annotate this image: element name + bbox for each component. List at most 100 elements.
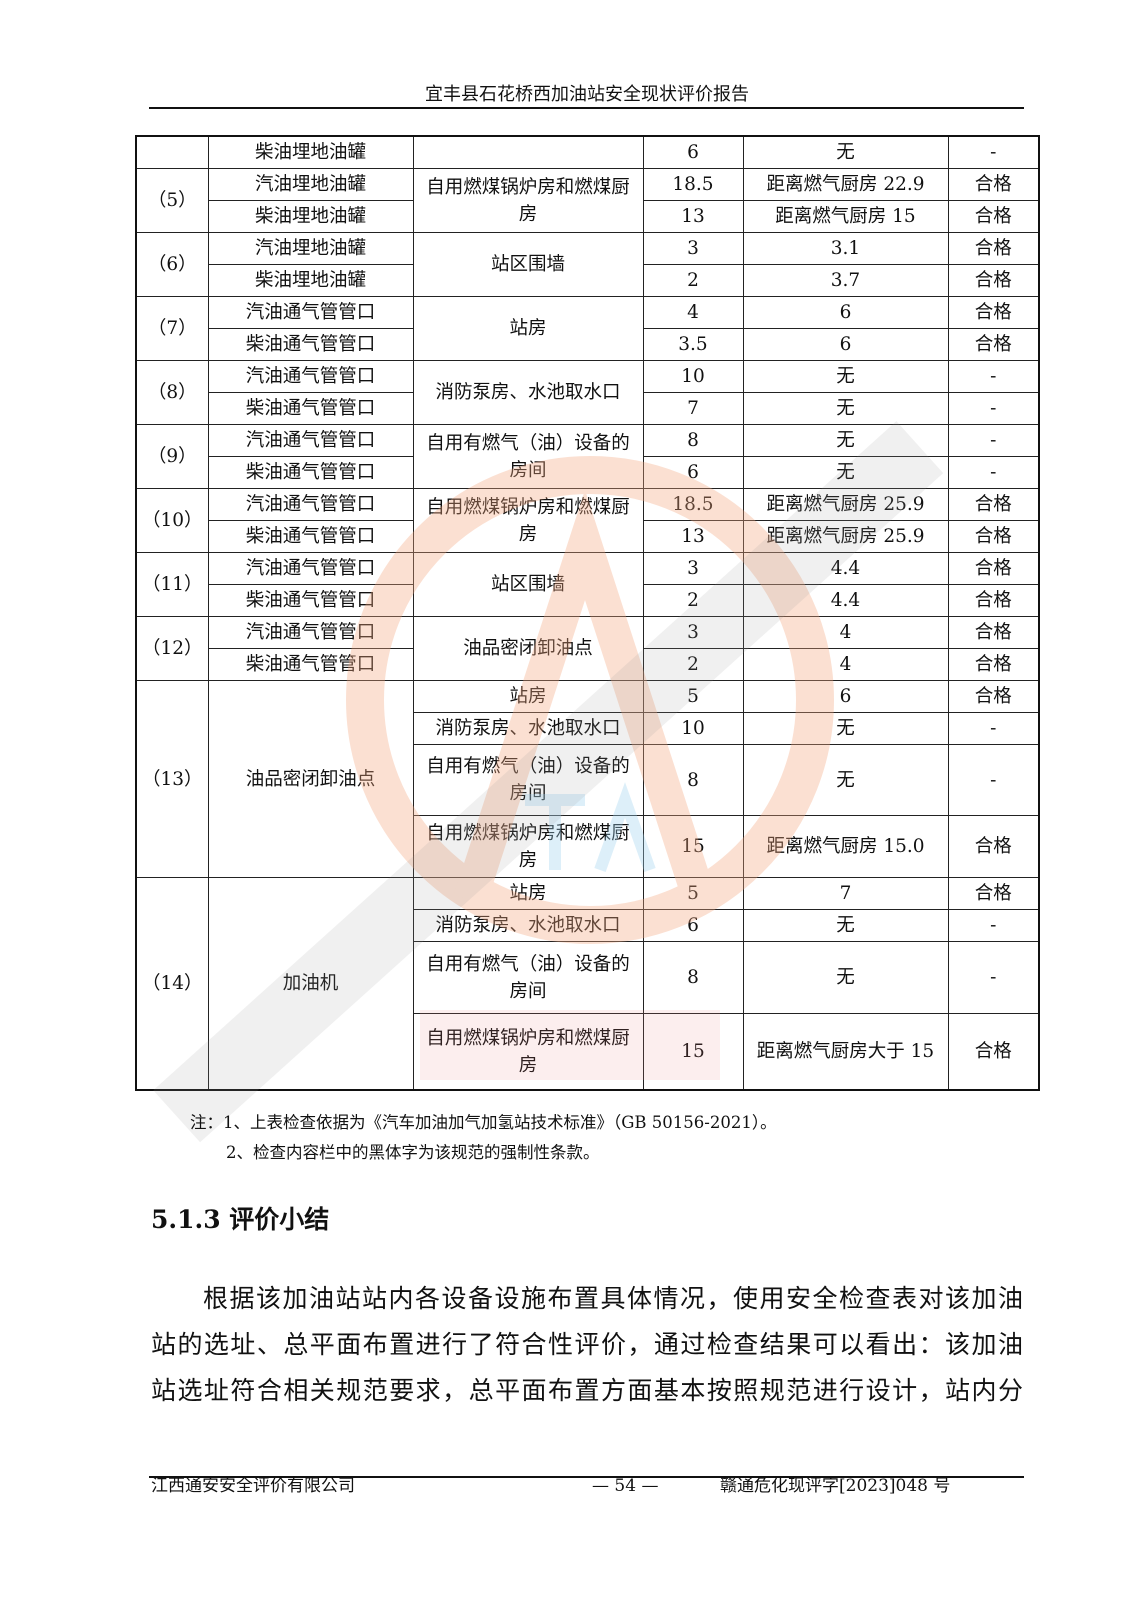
page-header-title: 宜丰县石花桥西加油站安全现状评价报告: [425, 84, 749, 105]
table-cell: 消防泵房、水池取水口: [412, 909, 644, 942]
table-cell: 15: [642, 815, 744, 878]
table-cell: 站房: [412, 680, 644, 713]
table-cell: （12）: [135, 616, 209, 681]
note-2: 2、检查内容栏中的黑体字为该规范的强制性条款。: [226, 1143, 600, 1162]
table-cell: 18.5: [642, 488, 744, 521]
table-cell: 柴油埋地油罐: [207, 200, 414, 233]
header-divider: [149, 107, 1024, 109]
table-cell: 3.7: [742, 264, 949, 297]
table-cell: 柴油埋地油罐: [207, 135, 414, 169]
table-row: 柴油通气管管口 6 无 -: [136, 456, 1040, 489]
table-cell: （5）: [135, 168, 209, 233]
table-row: 自用有燃气（油）设备的房间 8 无 -: [136, 941, 1040, 1014]
table-cell: 2: [642, 264, 744, 297]
table-cell: （9）: [135, 424, 209, 489]
footer-divider: [149, 1476, 1024, 1478]
table-cell: 3.1: [742, 232, 949, 265]
table-cell: （11）: [135, 552, 209, 617]
table-cell: 站区围墙: [412, 232, 644, 297]
table-cell: [412, 135, 644, 169]
table-notes: 注：1、上表检查依据为《汽车加油加气加氢站技术标准》（GB 50156-2021…: [190, 1108, 777, 1168]
table-cell: 7: [742, 877, 949, 910]
table-cell: 合格: [947, 680, 1040, 713]
table-cell: -: [947, 135, 1040, 169]
table-cell: 自用有燃气（油）设备的房间: [412, 744, 644, 816]
table-cell: -: [947, 392, 1040, 425]
paragraph-line: 根据该加油站站内各设备设施布置具体情况，使用安全检查表对该加油: [203, 1284, 1023, 1313]
table-cell: 4.4: [742, 552, 949, 585]
table-cell: 6: [742, 296, 949, 329]
table-cell: 汽油通气管管口: [207, 296, 414, 329]
table-cell: 合格: [947, 168, 1040, 201]
table-cell: 18.5: [642, 168, 744, 201]
table-cell: 合格: [947, 815, 1040, 878]
footer-company: 江西通安安全评价有限公司: [151, 1476, 355, 1496]
table-cell: 消防泵房、水池取水口: [412, 712, 644, 745]
table-row: 柴油通气管管口 2 4.4 合格: [136, 584, 1040, 617]
table-cell: （6）: [135, 232, 209, 297]
table-cell: （8）: [135, 360, 209, 425]
table-cell: 6: [642, 909, 744, 942]
table-cell: 自用有燃气（油）设备的房间: [412, 941, 644, 1014]
paragraph-line: 站选址符合相关规范要求，总平面布置方面基本按照规范进行设计，站内分: [151, 1376, 1023, 1405]
table-cell: 自用燃煤锅炉房和燃煤厨房: [412, 815, 644, 878]
table-cell: 无: [742, 392, 949, 425]
table-row: 柴油埋地油罐 13 距离燃气厨房 15 合格: [136, 200, 1040, 233]
distance-check-table: 柴油埋地油罐 6 无 - （5） 汽油埋地油罐 自用燃煤锅炉房和燃煤厨房 18.5 距离燃气厨房…: [135, 135, 1040, 1091]
page-number: — 54 —: [592, 1476, 659, 1496]
table-cell: 无: [742, 135, 949, 169]
table-cell: 无: [742, 744, 949, 816]
table-cell: -: [947, 941, 1040, 1014]
table-cell: 距离燃气厨房大于 15: [742, 1013, 949, 1091]
table-cell: 8: [642, 424, 744, 457]
table-cell: 汽油埋地油罐: [207, 232, 414, 265]
table-cell: -: [947, 456, 1040, 489]
table-cell: 合格: [947, 520, 1040, 553]
table-cell: 站房: [412, 296, 644, 361]
table-row: 柴油通气管管口 3.5 6 合格: [136, 328, 1040, 361]
section-heading: 5.1.3 评价小结: [151, 1205, 330, 1234]
table-cell: -: [947, 909, 1040, 942]
table-cell: 合格: [947, 232, 1040, 265]
table-cell: 合格: [947, 648, 1040, 681]
table-cell: 3: [642, 616, 744, 649]
table-row: （11） 汽油通气管管口 站区围墙 3 4.4 合格: [135, 552, 1040, 617]
table-cell: 6: [742, 328, 949, 361]
table-cell: [135, 135, 209, 169]
table-cell: 距离燃气厨房 15.0: [742, 815, 949, 878]
table-cell: 自用燃煤锅炉房和燃煤厨房: [412, 168, 644, 233]
table-cell: 5: [642, 680, 744, 713]
table-cell: 13: [642, 520, 744, 553]
table-cell: 柴油通气管管口: [207, 520, 414, 553]
table-cell: 8: [642, 941, 744, 1014]
table-cell: 自用有燃气（油）设备的房间: [412, 424, 644, 489]
table-row: （5） 汽油埋地油罐 自用燃煤锅炉房和燃煤厨房 18.5 距离燃气厨房 22.9 合格: [135, 168, 1040, 233]
table-cell: 4.4: [742, 584, 949, 617]
table-cell: 无: [742, 909, 949, 942]
table-row: 消防泵房、水池取水口 10 无 -: [136, 712, 1040, 745]
table-cell: 合格: [947, 200, 1040, 233]
table-row: （6） 汽油埋地油罐 站区围墙 3 3.1 合格: [135, 232, 1040, 297]
table-cell: 13: [642, 200, 744, 233]
table-cell: 自用燃煤锅炉房和燃煤厨房: [412, 1013, 644, 1091]
table-cell: 柴油通气管管口: [207, 584, 414, 617]
table-cell: 距离燃气厨房 15: [742, 200, 949, 233]
table-row: （13） 油品密闭卸油点 站房 5 6 合格: [135, 680, 1040, 878]
table-row: （14） 加油机 站房 5 7 合格: [135, 877, 1040, 1091]
table-cell: 合格: [947, 584, 1040, 617]
table-row: （7） 汽油通气管管口 站房 4 6 合格: [135, 296, 1040, 361]
table-cell: 6: [642, 456, 744, 489]
table-cell: 合格: [947, 1013, 1040, 1091]
table-cell: 加油机: [207, 877, 414, 1091]
table-cell: 汽油通气管管口: [207, 552, 414, 585]
table-row: 柴油通气管管口 13 距离燃气厨房 25.9 合格: [136, 520, 1040, 553]
table-cell: 合格: [947, 488, 1040, 521]
table-cell: 10: [642, 360, 744, 393]
table-cell: 柴油埋地油罐: [207, 264, 414, 297]
table-cell: 3: [642, 552, 744, 585]
note-1: 注：1、上表检查依据为《汽车加油加气加氢站技术标准》（GB 50156-2021…: [190, 1113, 777, 1132]
table-cell: 无: [742, 424, 949, 457]
table-cell: 无: [742, 712, 949, 745]
table-cell: 4: [742, 648, 949, 681]
table-cell: 柴油通气管管口: [207, 456, 414, 489]
